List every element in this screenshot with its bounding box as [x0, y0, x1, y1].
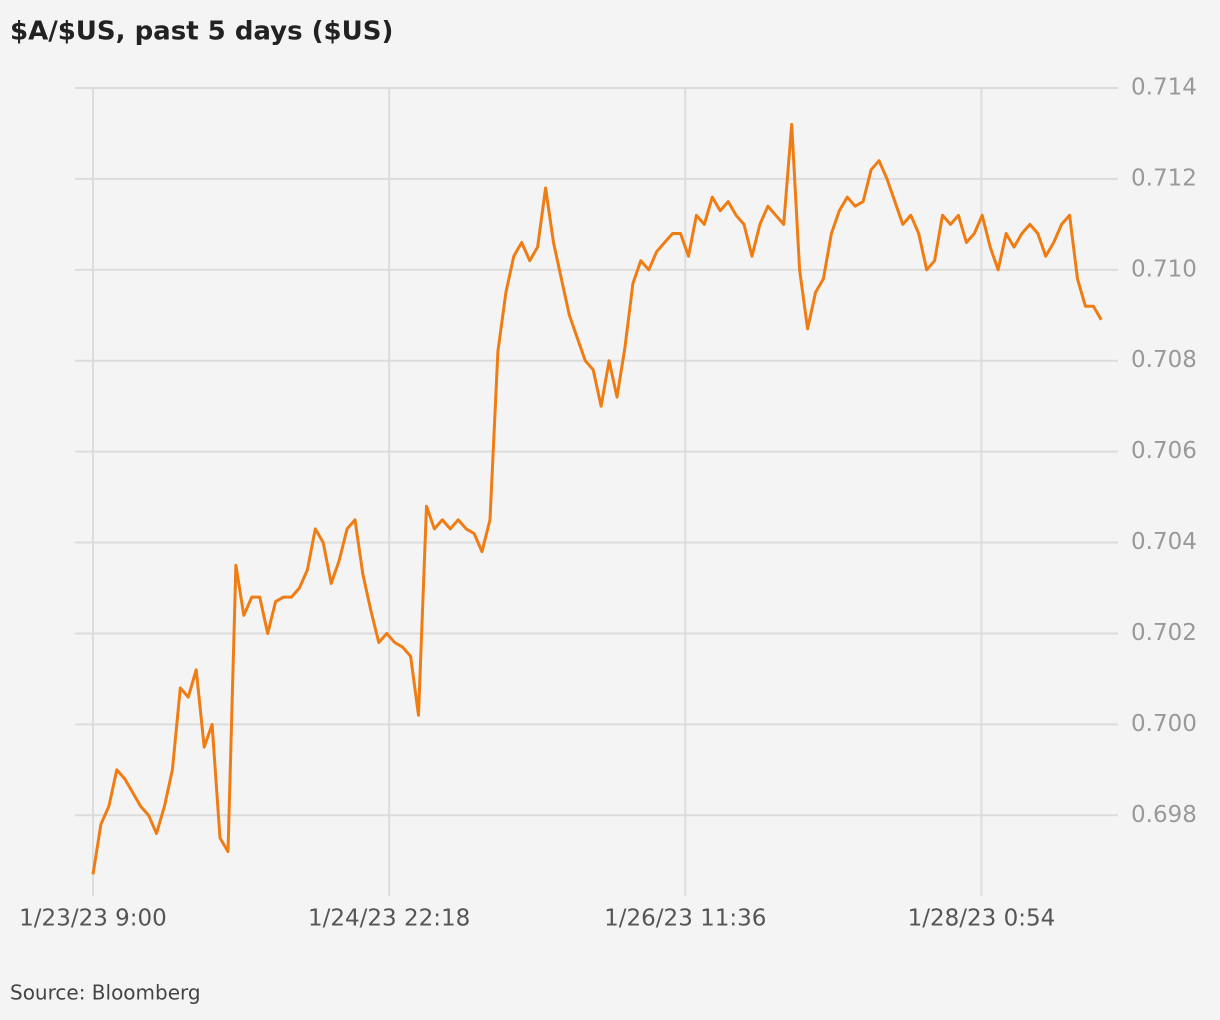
y-tick-label: 0.698 [1131, 802, 1197, 828]
y-tick-label: 0.714 [1131, 75, 1197, 101]
source: Source: Bloomberg [10, 981, 201, 1005]
y-tick-label: 0.712 [1131, 165, 1197, 191]
x-tick-label: 1/28/23 0:54 [908, 906, 1056, 932]
chart-title: $A/$US, past 5 days ($US) [10, 17, 393, 47]
price-line [91, 122, 1103, 875]
y-tick-label: 0.708 [1131, 347, 1197, 373]
y-tick-label: 0.704 [1131, 529, 1197, 555]
y-tick-label: 0.710 [1131, 256, 1197, 282]
x-tick-label: 1/23/23 9:00 [19, 906, 167, 932]
y-tick-label: 0.702 [1131, 620, 1197, 646]
x-tick-label: 1/24/23 22:18 [308, 906, 470, 932]
y-tick-label: 0.706 [1131, 438, 1197, 464]
x-tick-label: 1/26/23 11:36 [604, 906, 766, 932]
y-tick-label: 0.700 [1131, 711, 1197, 737]
